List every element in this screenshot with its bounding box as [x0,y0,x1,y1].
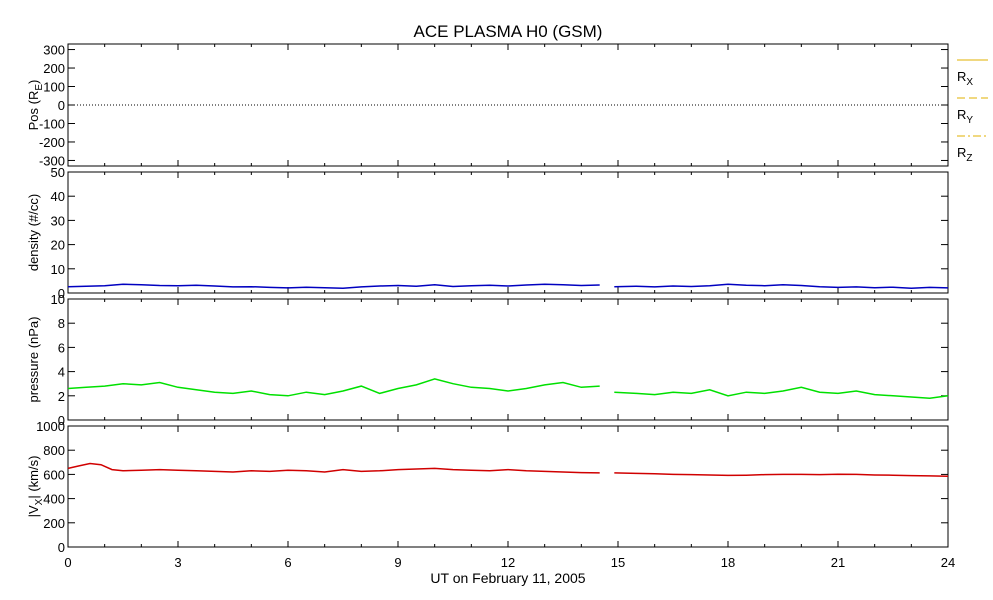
y-tick-label: 8 [58,316,65,331]
y-tick-label: -100 [39,116,65,131]
x-tick-label: 21 [831,555,845,570]
y-tick-label: 600 [43,467,65,482]
y-tick-label: 50 [51,165,65,180]
y-tick-label: 10 [51,262,65,277]
y-tick-label: 100 [43,80,65,95]
x-tick-label: 6 [284,555,291,570]
y-tick-label: 800 [43,443,65,458]
y-tick-label: 0 [58,286,65,301]
series-line-Vx [614,472,949,477]
y-tick-label: 40 [51,189,65,204]
y-tick-label: 30 [51,213,65,228]
x-tick-label: 3 [174,555,181,570]
y-tick-label: 6 [58,340,65,355]
series-line-density [614,283,949,289]
y-tick-label: 0 [58,540,65,555]
y-axis-label-density: density (#/cc) [26,194,41,271]
x-tick-label: 9 [394,555,401,570]
series-line-pressure [614,386,949,399]
y-tick-label: 0 [58,413,65,428]
panel-pos: -300 -200 -100 0 100 200 300 Pos (RE) RX RY RZ [26,43,988,168]
x-tick-label: 15 [611,555,625,570]
panel-pressure: 0 2 4 6 8 10 pressure (nPa) [26,292,949,428]
y-tick-label: 2 [58,389,65,404]
y-tick-label: 20 [51,238,65,253]
y-tick-label: 400 [43,492,65,507]
y-tick-label: 4 [58,365,65,380]
chart-title: ACE PLASMA H0 (GSM) [414,22,603,41]
y-tick-label: 10 [51,292,65,307]
x-tick-label: 24 [941,555,955,570]
series-line-density [67,283,600,289]
y-axis-label-pos: Pos (RE) [26,80,45,131]
panel-density: 0 10 20 30 40 50 density (#/cc) [26,165,949,301]
legend-label-RZ: RZ [957,145,973,164]
y-tick-label: -300 [39,153,65,168]
y-axis-label-vx: |VX| (km/s) [26,456,45,518]
y-tick-label: 300 [43,43,65,58]
y-tick-label: -200 [39,135,65,150]
x-tick-label: 12 [501,555,515,570]
legend-label-RY: RY [957,107,973,126]
x-axis-label: UT on February 11, 2005 [430,570,585,586]
panel-frame-density [67,171,949,294]
panel-frame-pressure [67,298,949,421]
x-tick-label: 18 [721,555,735,570]
y-tick-label: 1000 [36,419,65,434]
y-tick-label: 200 [43,516,65,531]
panel-frame-vx [67,425,949,548]
panel-vx: 0 200 400 600 800 1000 |VX| (km/s) 0 3 6 9 12 15 18 21… [26,419,955,570]
y-axis-label-pressure: pressure (nPa) [26,317,41,403]
legend-label-RX: RX [957,69,973,88]
series-line-Vx [67,462,600,474]
y-tick-label: 200 [43,61,65,76]
series-line-pressure [67,378,600,397]
x-tick-label: 0 [64,555,71,570]
y-tick-label: 0 [58,98,65,113]
